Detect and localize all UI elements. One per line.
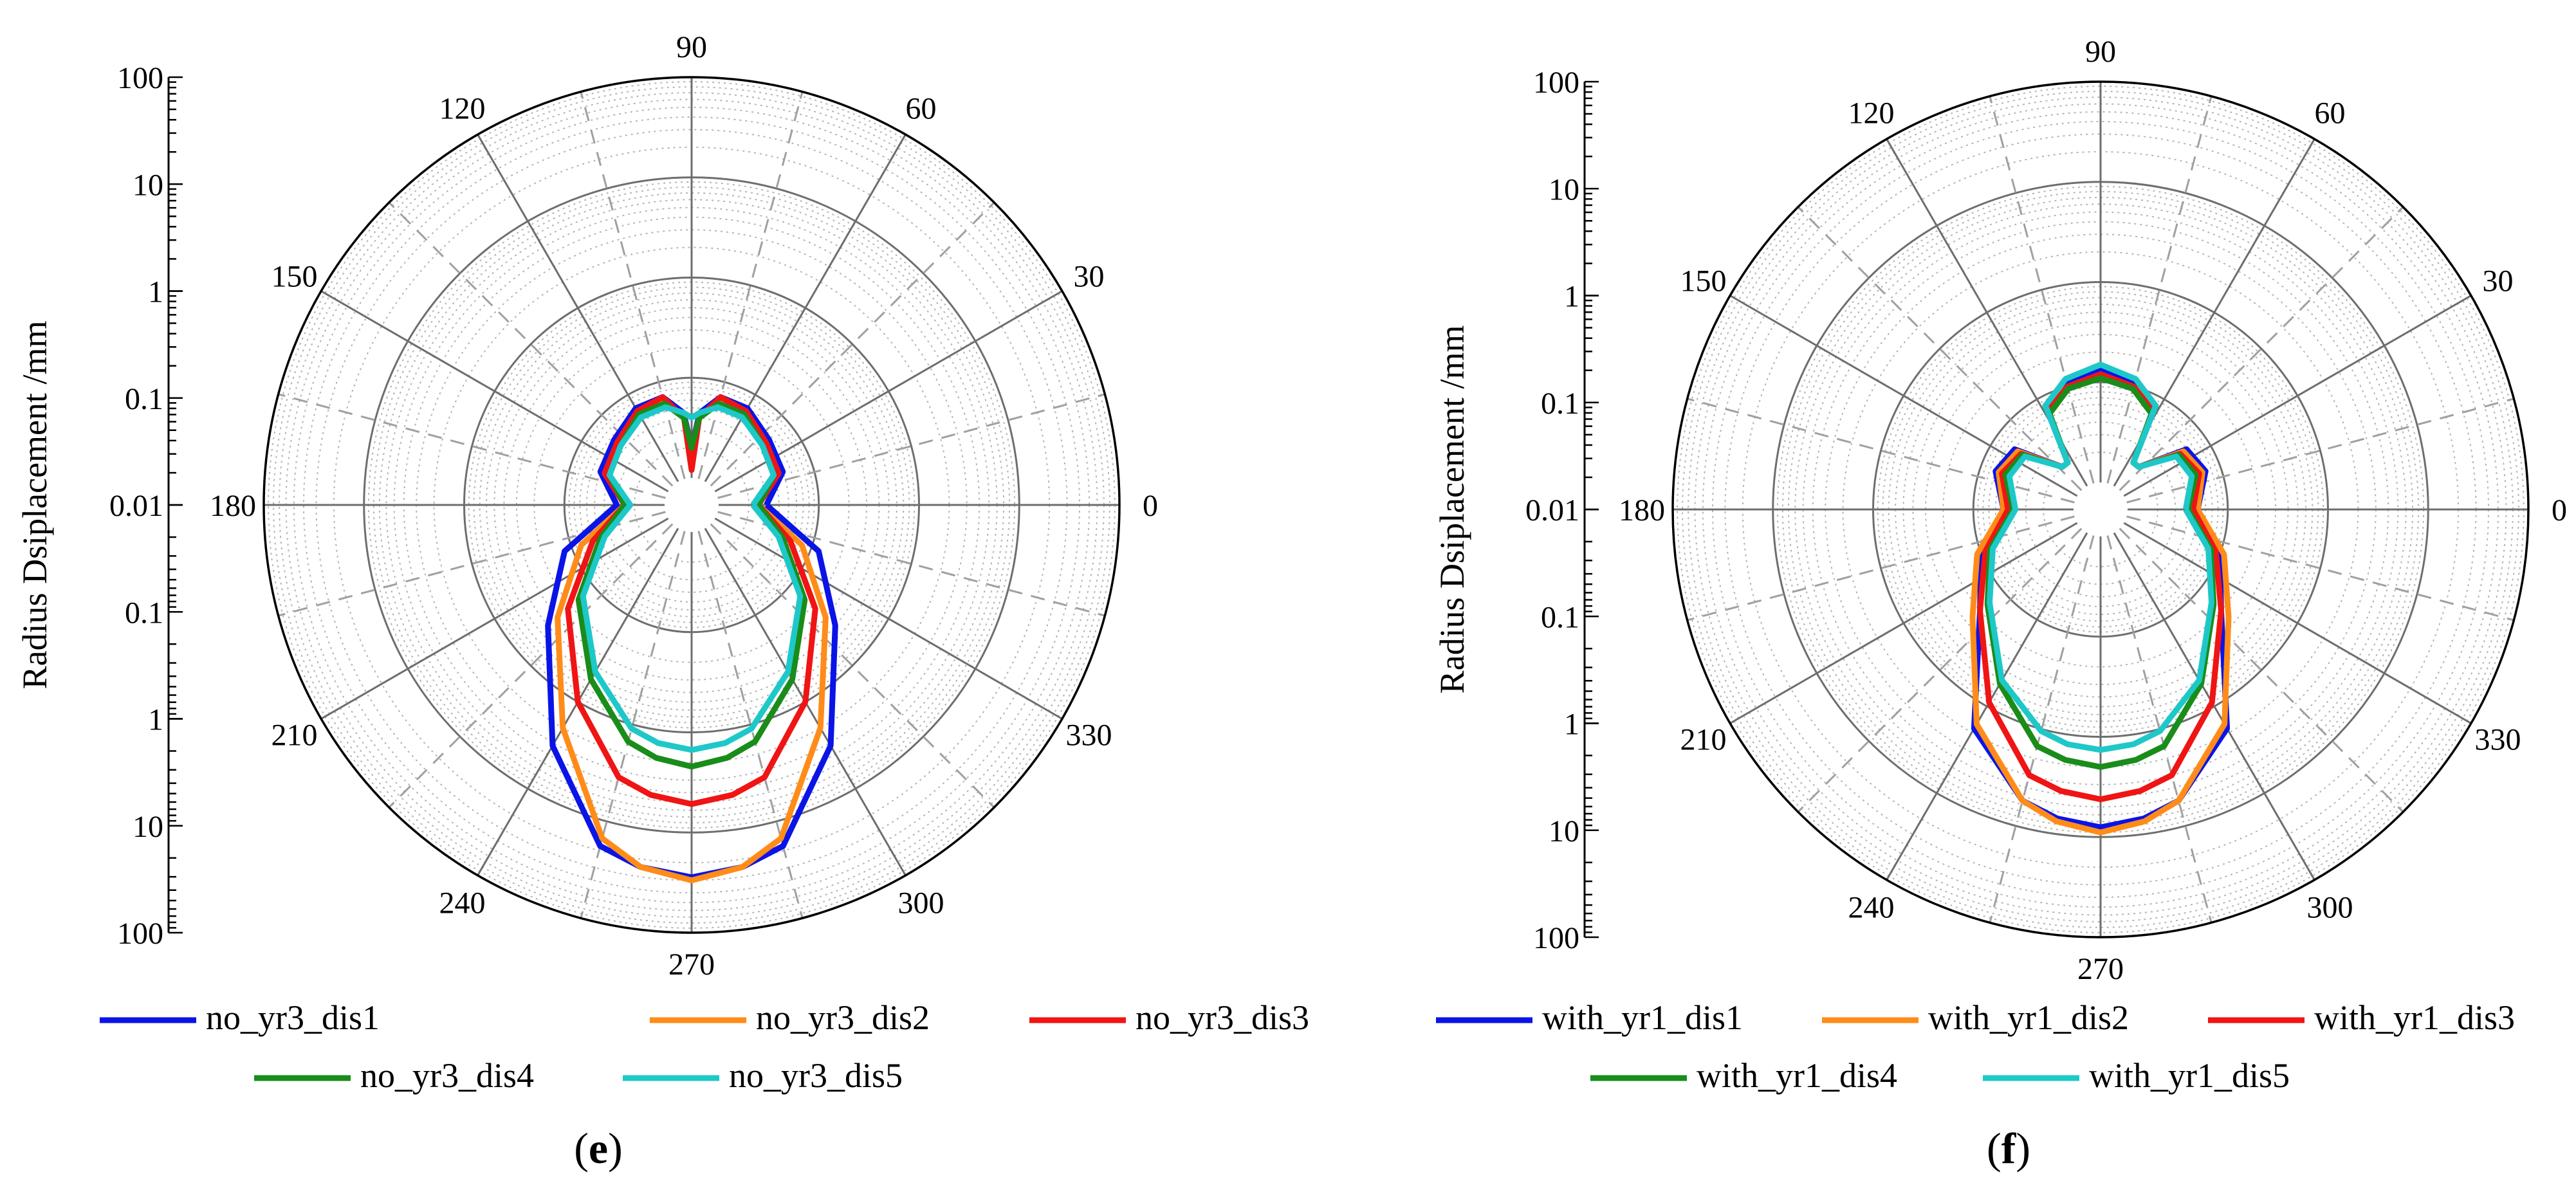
minor-spoke [2126,515,2514,621]
angle-tick-label: 300 [898,886,944,920]
minor-spoke [717,511,1105,617]
minor-spoke [388,523,674,809]
legend-label-no_yr3_dis4: no_yr3_dis4 [360,1056,534,1095]
major-spoke [1886,532,2088,881]
radial-tick-label: 0.1 [125,382,163,416]
minor-spoke [717,393,1105,499]
radial-tick-label: 0.1 [125,596,163,630]
minor-spoke [1797,206,2083,491]
radial-tick-label: 100 [1533,66,1579,100]
minor-spoke [697,91,804,479]
major-spoke [704,134,906,482]
polar-chart-e: 0 30 60 90 120 150 180 210 240 270 300 330 100 10 1 0.1… [15,30,1309,1173]
radial-tick-label: 0.01 [1525,493,1579,527]
major-spoke [320,517,669,720]
series-line-with_yr1_dis5 [1987,362,2214,753]
radial-tick-label: 1 [1564,280,1579,314]
angle-tick-label: 120 [439,92,486,126]
angle-tick-label: 60 [2315,96,2346,131]
radial-tick-label: 1 [148,275,163,309]
panel-caption: (e) [574,1124,623,1173]
panel-caption: (f) [1987,1124,2030,1173]
legend-label-no_yr3_dis1: no_yr3_dis1 [206,998,380,1037]
legend-label-with_yr1_dis2: with_yr1_dis2 [1928,998,2129,1037]
major-spoke [1729,295,2078,497]
y-axis-title: Radius Dsiplacement /mm [15,321,54,690]
outer-circle [262,76,1121,934]
legend-label-with_yr1_dis1: with_yr1_dis1 [1542,998,1743,1037]
angle-tick-label: 180 [210,489,256,523]
minor-spoke [2106,96,2213,484]
angle-tick-label: 180 [1619,493,1665,527]
minor-spoke [710,523,995,809]
angle-tick-label: 60 [906,92,937,126]
radial-tick-label: 100 [117,61,163,95]
minor-spoke [710,201,995,487]
radial-tick-label: 10 [133,810,163,844]
radial-tick-label: 1 [148,703,163,737]
angle-tick-label: 210 [1680,723,1727,757]
major-spoke [714,517,1063,720]
angle-tick-label: 270 [668,947,715,982]
radial-tick-label: 100 [1533,921,1579,955]
major-spoke [1729,522,2078,724]
angle-tick-label: 0 [1143,489,1158,523]
radial-tick-label: 0.01 [109,489,163,523]
major-spoke [2113,532,2315,881]
angle-tick-label: 240 [439,886,486,920]
angle-tick-label: 120 [1848,96,1895,131]
minor-spoke [580,91,686,479]
angle-tick-label: 90 [676,30,707,64]
angle-tick-label: 210 [271,719,318,753]
angle-tick-label: 330 [2475,723,2521,757]
radial-tick-label: 0.1 [1541,387,1579,421]
minor-spoke [278,393,666,499]
legend-label-with_yr1_dis3: with_yr1_dis3 [2314,998,2515,1037]
radial-tick-label: 1 [1564,708,1579,742]
angle-tick-label: 150 [271,260,318,294]
minor-spoke [278,511,666,617]
minor-spoke [697,531,804,919]
angle-tick-label: 330 [1066,719,1112,753]
angle-tick-label: 240 [1848,891,1895,925]
minor-spoke [2126,398,2514,504]
minor-spoke [1687,515,2075,621]
legend-label-with_yr1_dis5: with_yr1_dis5 [2089,1056,2290,1095]
radial-tick-label: 0.1 [1541,600,1579,634]
minor-spoke [2106,535,2213,923]
legend-label-no_yr3_dis3: no_yr3_dis3 [1136,998,1309,1037]
minor-spoke [2119,527,2404,813]
minor-spoke [1989,96,2095,484]
minor-spoke [580,531,686,919]
minor-spoke [1687,398,2075,504]
y-axis-title: Radius Dsiplacement /mm [1433,325,1471,694]
series-line-no_yr3_dis4 [575,400,808,770]
angle-tick-label: 0 [2552,493,2567,527]
radial-tick-label: 10 [1549,814,1579,848]
angle-tick-label: 300 [2307,891,2353,925]
legend-label-no_yr3_dis5: no_yr3_dis5 [729,1056,903,1095]
polar-chart-f: 0 30 60 90 120 150 180 210 240 270 300 330 100 10 1 0.1… [1433,35,2567,1173]
minor-spoke [388,201,674,487]
outer-circle [1671,80,2530,938]
legend-label-with_yr1_dis4: with_yr1_dis4 [1697,1056,1897,1095]
legend-label-no_yr3_dis2: no_yr3_dis2 [756,998,930,1037]
major-spoke [477,134,679,482]
major-spoke [2123,522,2472,724]
angle-tick-label: 30 [1074,260,1105,294]
minor-spoke [1797,527,2083,813]
minor-spoke [1989,535,2095,923]
angle-tick-label: 150 [1680,264,1727,298]
radial-tick-label: 100 [117,917,163,951]
major-spoke [2123,295,2472,497]
minor-spoke [2119,206,2404,491]
radial-tick-label: 10 [1549,172,1579,206]
radial-tick-label: 10 [133,168,163,202]
angle-tick-label: 90 [2085,35,2116,69]
angle-tick-label: 270 [2077,952,2124,986]
angle-tick-label: 30 [2483,264,2514,298]
series-line-no_yr3_dis5 [580,404,804,753]
